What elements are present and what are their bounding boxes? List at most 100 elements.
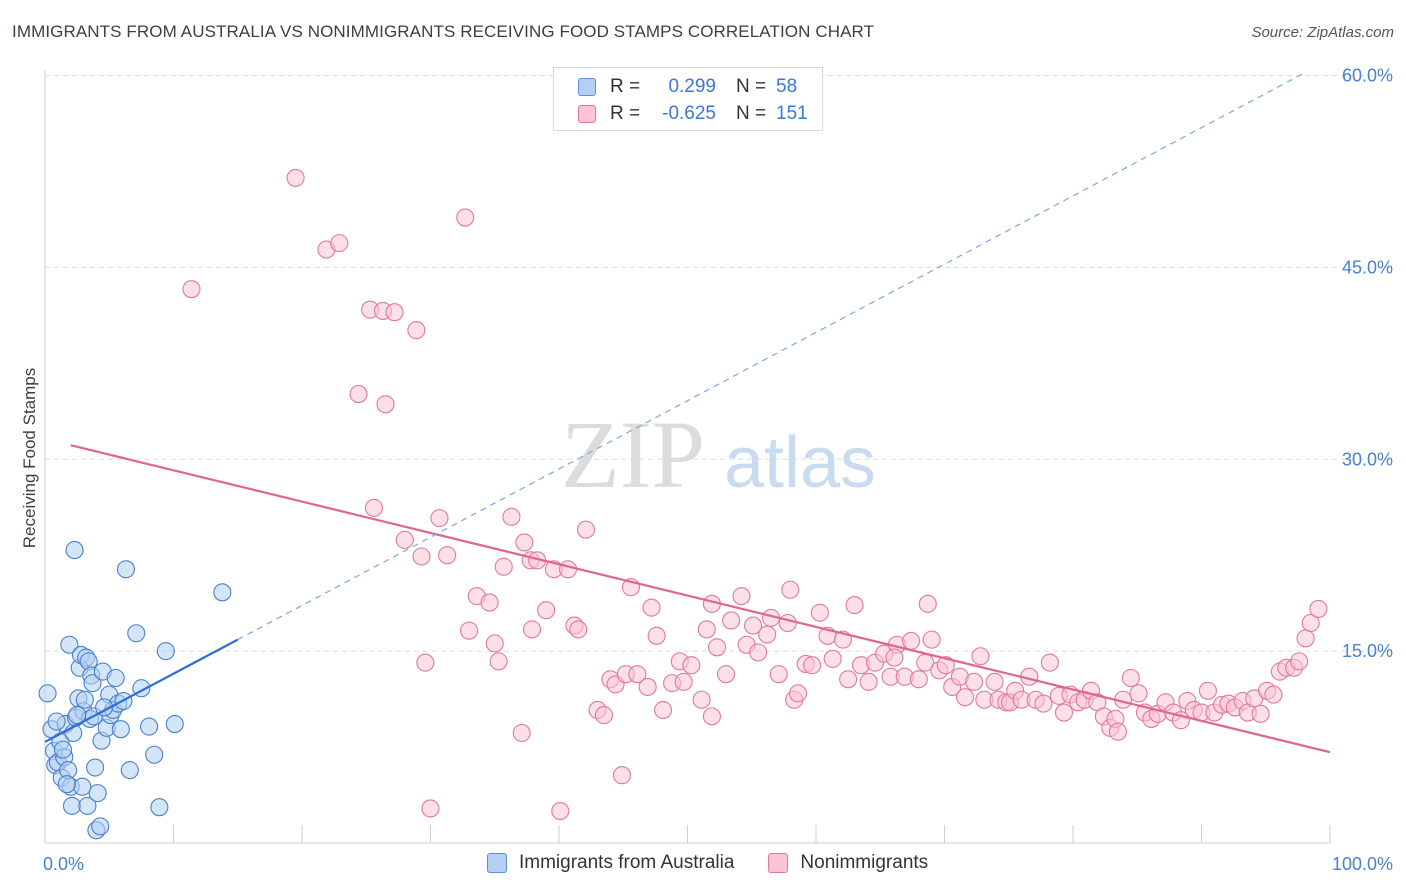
data-point (781, 580, 800, 599)
data-point (1290, 652, 1309, 671)
data-point (57, 775, 76, 794)
data-point (1264, 685, 1283, 704)
y-tick-label: 45.0% (1342, 257, 1393, 277)
data-point (88, 784, 107, 803)
data-point (53, 740, 73, 759)
data-point (430, 509, 449, 528)
data-point (1251, 704, 1270, 723)
data-point (839, 670, 858, 689)
data-point (140, 717, 159, 736)
y-tick-label: 15.0% (1342, 641, 1393, 661)
x-tick-label: 0.0% (43, 854, 84, 874)
legend-r-label: R = (610, 76, 641, 97)
data-point (502, 507, 521, 526)
data-point (1198, 681, 1217, 700)
data-point (732, 587, 751, 606)
data-point (594, 706, 614, 725)
data-point (421, 799, 440, 818)
y-tick-label: 30.0% (1342, 449, 1393, 469)
data-point (642, 598, 661, 617)
data-point (845, 596, 864, 615)
data-point (758, 625, 777, 644)
data-point (145, 745, 164, 764)
data-point (628, 665, 647, 684)
x-tick-label: 100.0% (1332, 854, 1393, 874)
data-point (60, 635, 79, 654)
data-point (1129, 684, 1148, 703)
data-point (515, 533, 534, 552)
data-point (47, 712, 66, 731)
legend-n-value: 151 (776, 103, 808, 124)
data-point (612, 766, 632, 785)
data-point (1121, 668, 1140, 688)
data-point (638, 677, 657, 697)
data-point (788, 684, 808, 703)
data-point (576, 520, 596, 539)
nonimmigrants-points (182, 168, 1328, 821)
data-point (83, 674, 102, 693)
chart-title: IMMIGRANTS FROM AUSTRALIA VS NONIMMIGRAN… (12, 22, 875, 41)
data-point (965, 672, 984, 691)
data-point (489, 652, 508, 671)
data-point (330, 234, 349, 253)
trend-lines (44, 72, 1331, 754)
series-legend-label: Immigrants from Australia (519, 852, 735, 873)
legend-swatch-pink (578, 105, 596, 123)
data-point (116, 560, 136, 579)
data-point (407, 321, 426, 340)
data-point (364, 498, 384, 517)
series-legend: Immigrants from Australia Nonimmigrants (487, 852, 962, 874)
legend-n-value: 58 (776, 76, 798, 97)
data-point (38, 684, 57, 703)
data-point (810, 603, 829, 622)
immigrants-points (38, 541, 232, 840)
data-point (956, 688, 975, 707)
data-point (569, 620, 588, 639)
watermark-zip: ZIP (561, 401, 705, 508)
data-point (127, 624, 146, 643)
data-point (395, 530, 414, 549)
data-point (78, 796, 97, 815)
data-point (918, 594, 937, 613)
data-point (512, 723, 531, 743)
data-point (936, 656, 955, 675)
data-point (412, 547, 431, 566)
data-point (459, 621, 479, 640)
data-point (68, 706, 87, 725)
data-point (803, 656, 822, 675)
data-point (349, 385, 368, 404)
data-point (150, 798, 169, 817)
data-point (522, 620, 542, 639)
data-point (823, 649, 842, 668)
data-point (1054, 703, 1074, 722)
series-legend-item-immigrants: Immigrants from Australia (487, 852, 734, 874)
data-point (697, 620, 716, 639)
legend-r-label: R = (610, 103, 641, 124)
data-point (716, 665, 736, 684)
nonimmigrants-trend-line (70, 444, 1331, 754)
data-point (558, 560, 578, 579)
data-point (456, 208, 475, 227)
legend: R = 0.299 N = 58 R = -0.625 N = 151 (553, 67, 823, 131)
data-point (485, 634, 504, 653)
data-point (1301, 613, 1320, 633)
data-point (91, 817, 110, 836)
data-point (749, 643, 768, 662)
legend-row-nonimmigrants: R = -0.625 N = 151 (578, 102, 808, 126)
data-point (1034, 694, 1053, 713)
data-point (106, 668, 125, 688)
legend-r-value: 0.299 (668, 76, 716, 97)
immigrants-trend-line (44, 638, 239, 743)
data-point (480, 593, 499, 612)
data-point (1040, 653, 1059, 672)
data-point (702, 707, 721, 726)
axes (44, 70, 1331, 844)
data-point (769, 665, 788, 684)
legend-n-label: N = (736, 76, 767, 97)
data-point (692, 690, 711, 709)
legend-row-immigrants: R = 0.299 N = 58 (578, 75, 797, 99)
series-legend-label: Nonimmigrants (800, 852, 929, 873)
data-point (73, 777, 92, 796)
data-point (385, 303, 404, 322)
series-legend-swatch-pink (768, 853, 789, 873)
